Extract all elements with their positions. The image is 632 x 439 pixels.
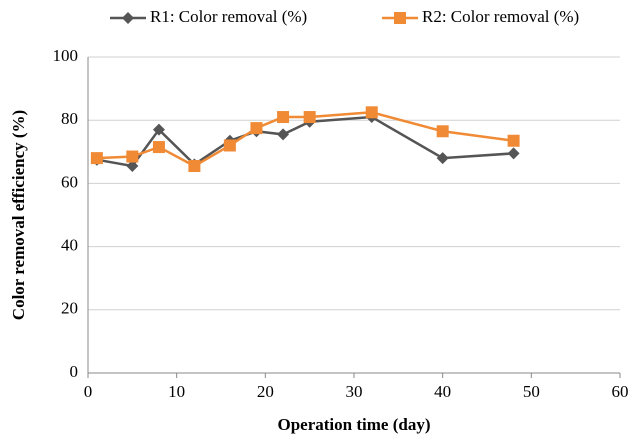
- marker: [436, 152, 449, 165]
- marker: [365, 106, 378, 119]
- marker: [152, 123, 165, 136]
- x-tick-label: 10: [168, 382, 185, 401]
- y-axis-title: Color removal efficiency (%): [9, 110, 28, 320]
- marker: [277, 111, 290, 124]
- marker: [223, 139, 236, 152]
- x-tick-label: 60: [612, 382, 629, 401]
- y-tick-label: 80: [61, 109, 78, 128]
- y-tick-label: 0: [70, 362, 79, 381]
- x-tick-label: 0: [84, 382, 93, 401]
- legend-marker: [122, 12, 134, 24]
- marker: [436, 125, 449, 138]
- marker: [152, 141, 165, 154]
- marker: [90, 152, 103, 165]
- marker: [250, 122, 263, 135]
- x-tick-label: 50: [523, 382, 540, 401]
- y-tick-label: 100: [53, 46, 79, 65]
- legend-label: R2: Color removal (%): [422, 7, 579, 26]
- y-tick-label: 60: [61, 172, 78, 191]
- marker: [126, 150, 139, 163]
- x-tick-label: 30: [346, 382, 363, 401]
- marker: [507, 134, 520, 147]
- marker: [303, 111, 316, 124]
- y-tick-label: 40: [61, 236, 78, 255]
- x-tick-label: 20: [257, 382, 274, 401]
- marker: [126, 160, 139, 173]
- marker: [188, 160, 201, 173]
- x-axis-title: Operation time (day): [278, 415, 431, 434]
- y-tick-label: 20: [61, 299, 78, 318]
- legend-label: R1: Color removal (%): [150, 7, 307, 26]
- marker: [507, 147, 520, 160]
- marker: [277, 128, 290, 141]
- legend-marker: [394, 12, 406, 24]
- x-tick-label: 40: [434, 382, 451, 401]
